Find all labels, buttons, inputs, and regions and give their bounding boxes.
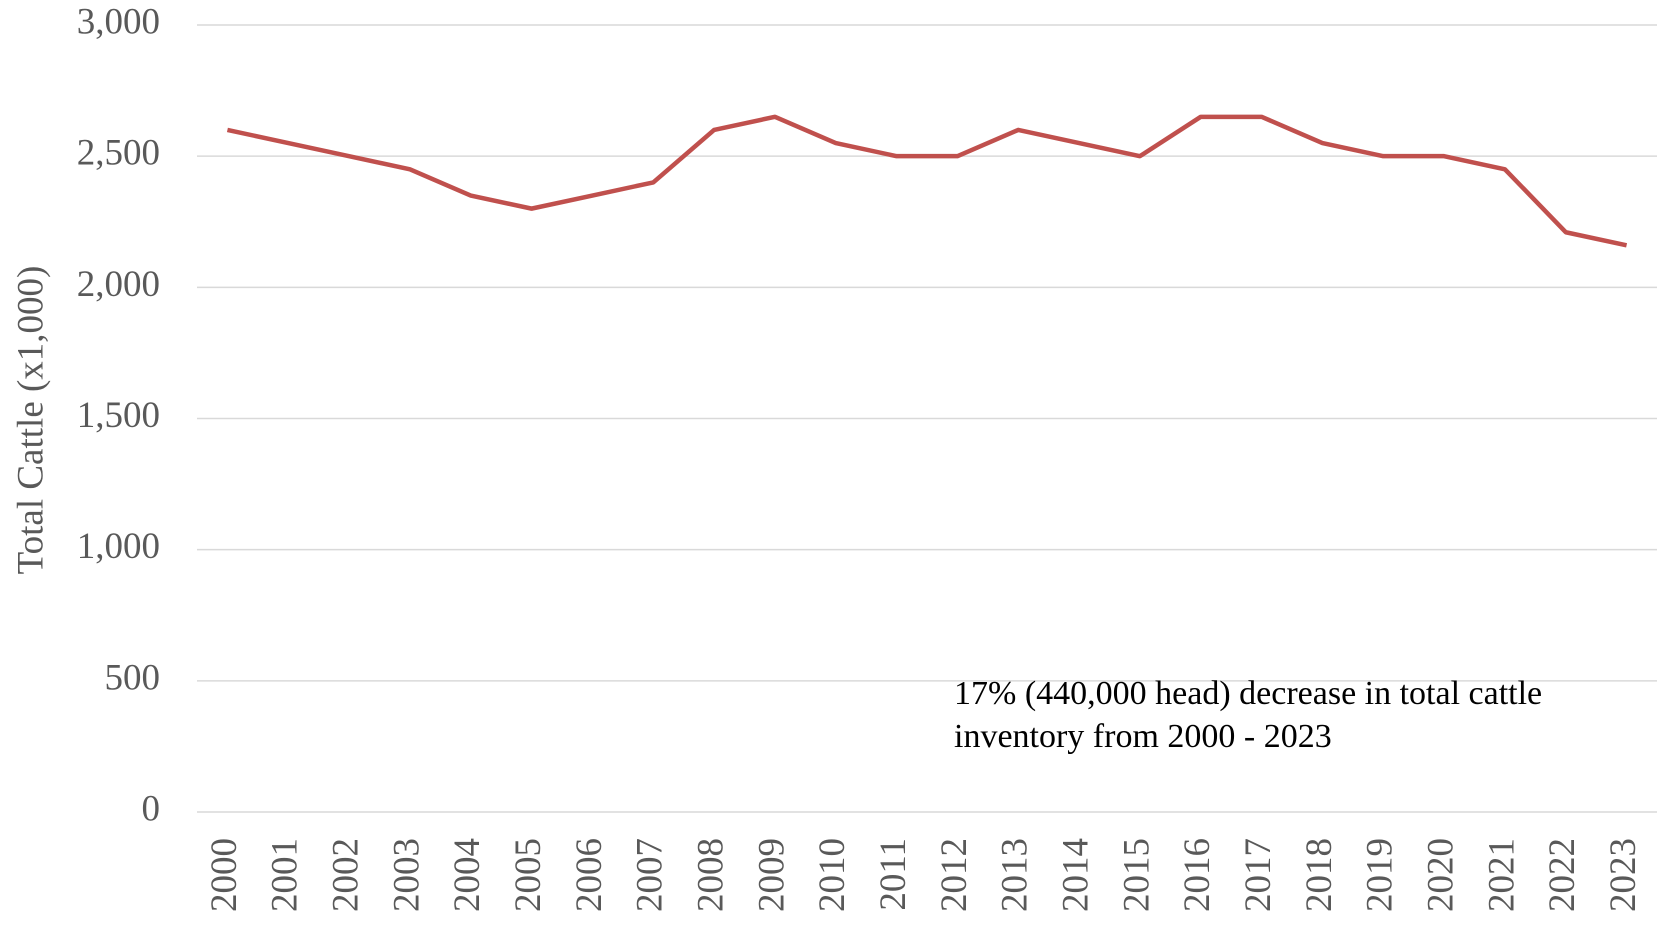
x-tick-label: 2009 bbox=[751, 838, 792, 912]
x-tick-label: 2014 bbox=[1056, 838, 1097, 912]
x-tick-label: 2020 bbox=[1421, 838, 1462, 912]
x-tick-label: 2018 bbox=[1299, 838, 1340, 912]
annotation: 17% (440,000 head) decrease in total cat… bbox=[954, 675, 1542, 712]
x-tick-label: 2004 bbox=[447, 838, 488, 912]
y-tick-label: 2,500 bbox=[77, 133, 160, 174]
data-line bbox=[226, 114, 1628, 248]
x-tick-label: 2019 bbox=[1360, 838, 1401, 912]
y-tick-label: 0 bbox=[142, 788, 161, 829]
x-tick-label: 2015 bbox=[1116, 838, 1157, 912]
x-tick-label: 2007 bbox=[630, 838, 671, 912]
annotation: inventory from 2000 - 2023 bbox=[954, 718, 1332, 755]
y-tick-label: 1,000 bbox=[77, 526, 160, 567]
y-tick-label: 2,000 bbox=[77, 264, 160, 305]
x-tick-label: 2017 bbox=[1238, 838, 1279, 912]
y-tick-label: 1,500 bbox=[77, 395, 160, 436]
x-tick-label: 2013 bbox=[995, 838, 1036, 912]
x-tick-label: 2000 bbox=[204, 838, 245, 912]
x-tick-label: 2010 bbox=[812, 838, 853, 912]
x-tick-label: 2023 bbox=[1603, 838, 1644, 912]
x-tick-label: 2022 bbox=[1542, 838, 1583, 912]
x-tick-label: 2016 bbox=[1177, 838, 1218, 912]
x-tick-label: 2012 bbox=[934, 838, 975, 912]
y-tick-label: 500 bbox=[105, 657, 161, 698]
x-tick-label: 2003 bbox=[386, 838, 427, 912]
y-tick-label: 3,000 bbox=[77, 1, 160, 42]
x-tick-label: 2011 bbox=[873, 838, 914, 911]
x-tick-label: 2008 bbox=[691, 838, 732, 912]
x-tick-label: 2021 bbox=[1481, 838, 1522, 912]
x-tick-label: 2006 bbox=[569, 838, 610, 912]
x-tick-label: 2005 bbox=[508, 838, 549, 912]
y-axis-label: Total Cattle (x1,000) bbox=[10, 266, 51, 575]
x-tick-label: 2001 bbox=[265, 838, 306, 912]
x-tick-label: 2002 bbox=[326, 838, 367, 912]
